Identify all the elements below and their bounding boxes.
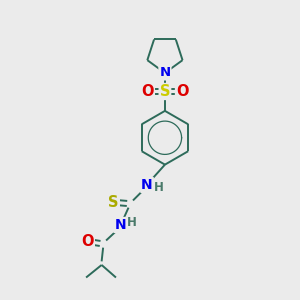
Text: H: H: [154, 181, 164, 194]
Text: S: S: [108, 195, 119, 210]
Text: N: N: [114, 218, 126, 232]
Text: N: N: [141, 178, 153, 192]
Text: O: O: [81, 235, 94, 250]
Text: N: N: [159, 67, 170, 80]
Text: O: O: [176, 84, 188, 99]
Text: S: S: [160, 84, 170, 99]
Text: H: H: [127, 216, 137, 229]
Text: O: O: [141, 84, 154, 99]
